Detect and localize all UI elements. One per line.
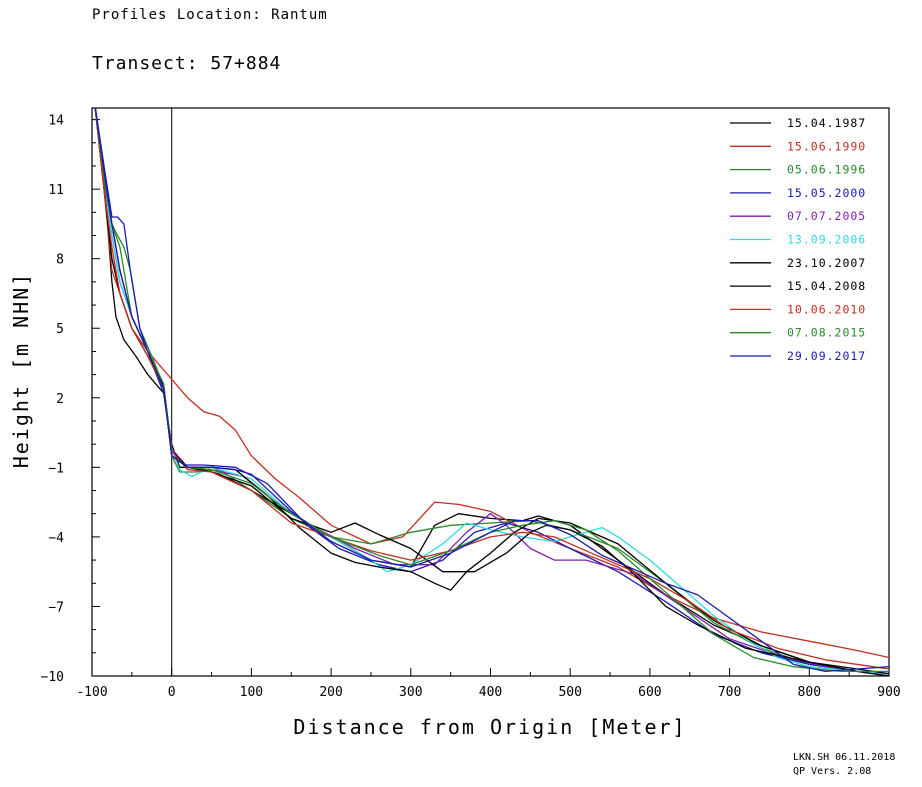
y-tick-label: 11 (48, 183, 64, 198)
y-tick-label: 8 (56, 253, 64, 268)
series-line-8 (94, 108, 889, 675)
y-tick-label: −7 (48, 600, 64, 615)
legend-label: 23.10.2007 (787, 256, 866, 270)
footer-version: QP Vers. 2.08 (793, 766, 872, 777)
chart-series (94, 108, 889, 676)
series-line-10 (94, 108, 889, 673)
y-tick-label: 2 (56, 392, 64, 407)
legend-label: 15.04.2008 (787, 279, 866, 293)
series-line-9 (94, 108, 889, 670)
x-tick-label: 400 (479, 685, 502, 700)
legend-label: 15.06.1990 (787, 139, 866, 153)
legend-label: 05.06.1996 (787, 163, 866, 177)
x-tick-label: 900 (877, 685, 900, 700)
x-tick-label: 0 (168, 685, 176, 700)
y-tick-label: −1 (48, 461, 64, 476)
y-tick-label: 14 (48, 114, 64, 129)
x-tick-label: 300 (399, 685, 422, 700)
legend-label: 29.09.2017 (787, 349, 866, 363)
y-tick-label: −4 (48, 531, 64, 546)
profiles-location-header: Profiles Location: Rantum (92, 7, 328, 23)
legend-label: 10.06.2010 (787, 302, 866, 316)
series-line-11 (94, 108, 889, 673)
legend-label: 15.05.2000 (787, 186, 866, 200)
series-line-6 (94, 108, 889, 675)
chart-axes: -100 0 100 200 300 400 500 600 700 800 900 −10 −7 −4 −… (41, 107, 901, 700)
x-tick-label: 500 (558, 685, 581, 700)
legend-label: 15.04.1987 (787, 116, 866, 130)
x-tick-label: 200 (319, 685, 342, 700)
y-axis-title: Height [m NHN] (9, 272, 33, 469)
x-tick-label: -100 (76, 685, 107, 700)
transect-header: Transect: 57+884 (92, 53, 282, 74)
y-tick-label: 5 (56, 322, 64, 337)
series-line-1 (94, 108, 889, 675)
series-line-2 (94, 108, 889, 659)
x-axis-title: Distance from Origin [Meter] (293, 715, 686, 739)
series-line-5 (94, 108, 889, 676)
legend-label: 13.09.2006 (787, 233, 866, 247)
series-line-3 (94, 108, 889, 675)
series-line-7 (94, 108, 889, 676)
x-tick-label: 700 (718, 685, 741, 700)
legend-label: 07.08.2015 (787, 326, 866, 340)
legend-label: 07.07.2005 (787, 209, 866, 223)
x-tick-label: 600 (638, 685, 661, 700)
chart-legend: 15.04.1987 15.06.1990 05.06.1996 15.05.2000… (730, 116, 866, 363)
x-tick-label: 800 (798, 685, 821, 700)
series-line-4 (94, 108, 889, 675)
footer-producer: LKN.SH 06.11.2018 (793, 752, 896, 763)
y-tick-label: −10 (41, 670, 64, 685)
x-tick-label: 100 (240, 685, 263, 700)
